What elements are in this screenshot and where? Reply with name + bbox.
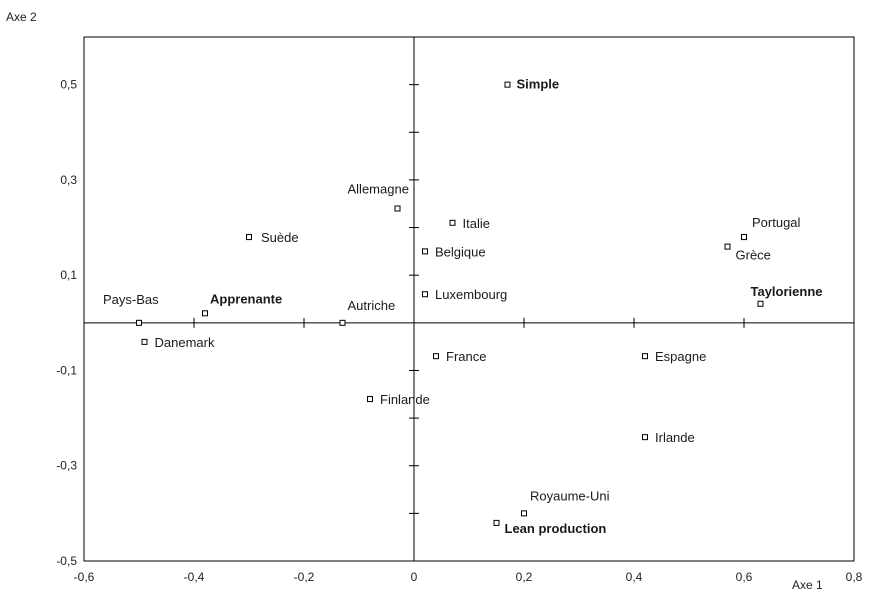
y-axis-title: Axe 2 [6,10,37,24]
ticks-layer [193,84,745,514]
x-tick-label: 0,2 [516,570,533,584]
data-point [246,234,252,241]
data-point [141,338,148,345]
point-label: Taylorienne [751,284,823,299]
point-label: Finlande [380,392,430,407]
data-point [394,205,401,212]
point-label: Simple [517,77,560,92]
data-point [642,353,648,360]
x-tick-label: -0,2 [294,570,315,584]
data-point [521,510,527,517]
data-point [449,219,456,226]
x-axis-title: Axe 1 [792,578,823,591]
point-label: Pays-Bas [103,292,159,307]
points-layer: Simple Allemagne Italie Suède Portugal Grèce B… [103,77,823,536]
y-tick-label: -0,1 [56,363,77,377]
x-tick-label: 0,8 [846,570,863,584]
x-tick-label: -0,4 [184,570,205,584]
data-point [136,319,142,326]
point-label: Allemagne [348,181,409,196]
y-tick-label: -0,5 [56,554,77,568]
y-tick-label: 0,1 [60,268,77,282]
x-tick-label: 0,6 [736,570,753,584]
point-label: Danemark [155,335,215,350]
x-tick-label: 0,4 [626,570,643,584]
point-label: Italie [463,216,490,231]
point-label: France [446,349,486,364]
data-point [367,396,373,403]
data-point [757,300,764,307]
data-point [642,434,648,441]
data-point [724,243,731,250]
point-label: Grèce [736,248,771,263]
point-label: Royaume-Uni [530,488,610,503]
point-label: Belgique [435,244,486,259]
point-label: Irlande [655,430,695,445]
data-point [741,234,747,241]
point-label: Espagne [655,349,706,364]
data-point [433,353,439,360]
y-tick-label: 0,5 [60,78,77,92]
point-label: Apprenante [210,291,282,306]
point-label: Luxembourg [435,287,507,302]
point-label: Portugal [752,215,801,230]
data-point [422,248,428,255]
y-tick-label: -0,3 [56,459,77,473]
tick-labels-layer: -0,6 -0,4 -0,2 0 0,2 0,4 0,6 0,8 0,5 0,3 0,1 -0,1 -0… [56,78,862,584]
point-label: Autriche [348,298,396,313]
data-point [504,81,511,88]
data-point [422,291,428,298]
x-tick-label: 0 [411,570,418,584]
data-point [493,519,500,526]
plot-frame [83,36,855,562]
data-point [202,310,208,317]
point-label: Suède [261,230,299,245]
data-point [339,319,346,326]
point-label: Lean production [505,521,607,536]
x-tick-label: -0,6 [74,570,95,584]
y-tick-label: 0,3 [60,173,77,187]
